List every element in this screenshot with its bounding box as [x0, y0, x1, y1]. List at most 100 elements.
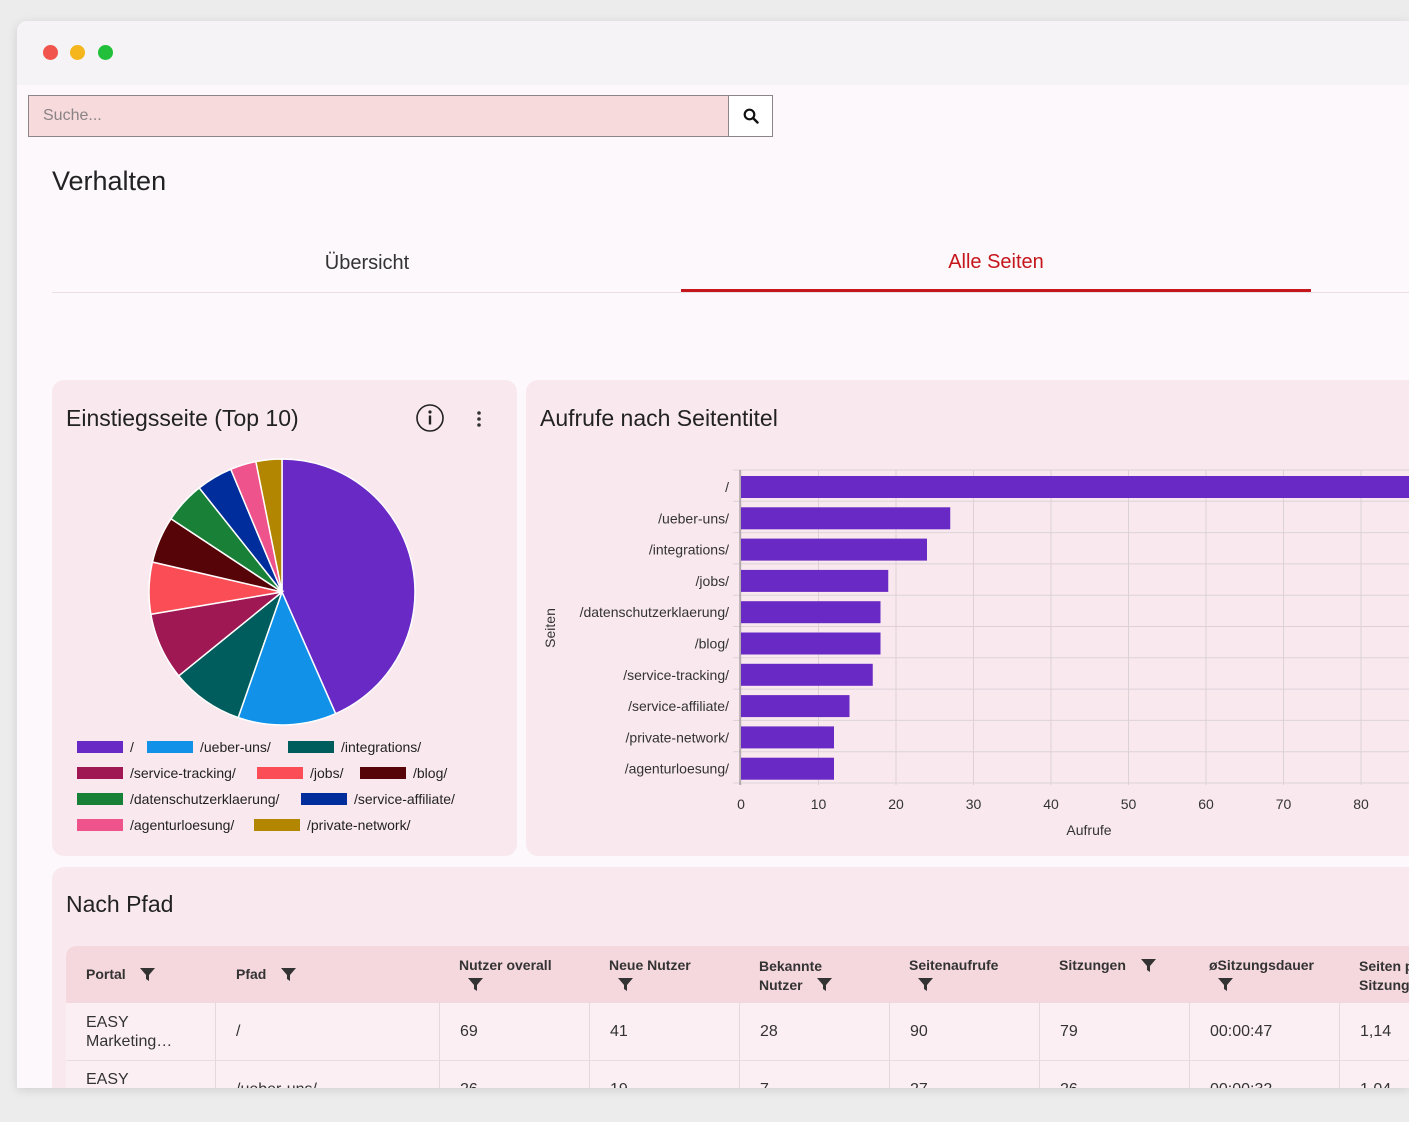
filter-icon[interactable]: [1141, 959, 1156, 972]
legend-label: /private-network/: [307, 817, 411, 833]
bar[interactable]: [741, 569, 889, 592]
pie-slice[interactable]: [281, 458, 416, 715]
table-row[interactable]: EASY Marketing… / 69 41 28 90 79 00:00:4…: [66, 1003, 1409, 1061]
cell-seiten-pro-sitzung: 1,14: [1360, 1022, 1392, 1040]
window-titlebar: [17, 21, 1409, 85]
cell-bekannte-nutzer: 28: [740, 1003, 890, 1060]
column-header-nutzer-overall[interactable]: Nutzer overall: [440, 946, 590, 1003]
bar[interactable]: [741, 507, 951, 530]
column-header-portal[interactable]: Portal: [66, 946, 216, 1003]
app-window: Verhalten Übersicht Alle Seiten Einstieg…: [17, 21, 1409, 1088]
filter-icon[interactable]: [618, 978, 633, 991]
legend-label: /agenturloesung/: [130, 817, 235, 833]
legend-item: /blog/: [360, 763, 447, 783]
legend-swatch: [77, 767, 123, 779]
legend-swatch: [257, 767, 303, 779]
category-label: /integrations/: [649, 542, 729, 558]
search-icon: [743, 108, 759, 124]
bar[interactable]: [741, 476, 1409, 498]
x-tick-label: 60: [1198, 796, 1214, 812]
category-label: /: [725, 479, 729, 495]
legend-label: /blog/: [413, 765, 448, 781]
column-header-neue-nutzer[interactable]: Neue Nutzer: [590, 946, 740, 1003]
cell-pfad: /: [216, 1003, 440, 1060]
maximize-window-button[interactable]: [98, 45, 113, 60]
cell-sitzungsdauer: 00:00:32: [1190, 1061, 1340, 1088]
column-label: Pfad: [236, 966, 267, 982]
x-tick-label: 80: [1353, 796, 1369, 812]
column-label: Seitenaufrufe: [909, 957, 999, 973]
column-header-sitzungen[interactable]: Sitzungen: [1040, 946, 1190, 1003]
legend-item: /datenschutzerklaerung/: [77, 789, 279, 809]
bar[interactable]: [741, 663, 873, 686]
cell-seitenaufrufe: 27: [890, 1061, 1040, 1088]
column-header-sitzungsdauer[interactable]: øSitzungsdauer: [1190, 946, 1340, 1003]
column-label: øSitzungsdauer: [1209, 957, 1315, 973]
legend-item: /private-network/: [254, 815, 410, 835]
legend-label: /service-tracking/: [130, 765, 236, 781]
legend-label: /: [130, 739, 134, 755]
filter-icon[interactable]: [918, 978, 933, 991]
cell-nutzer-overall: 26: [440, 1061, 590, 1088]
filter-icon[interactable]: [468, 978, 483, 991]
legend-item: /service-affiliate/: [301, 789, 455, 809]
minimize-window-button[interactable]: [70, 45, 85, 60]
filter-icon[interactable]: [140, 968, 155, 981]
legend-label: /service-affiliate/: [354, 791, 455, 807]
more-options-icon[interactable]: [470, 404, 488, 434]
search-bar: [28, 95, 774, 139]
table-row[interactable]: EASY /ueber-uns/ 26 19 7 27 26 00:00:32 …: [66, 1061, 1409, 1088]
legend-item: /integrations/: [288, 737, 421, 757]
category-label: /service-affiliate/: [628, 698, 729, 714]
pie-slice[interactable]: [237, 589, 337, 726]
page-title: Verhalten: [52, 166, 167, 196]
filter-icon[interactable]: [1218, 978, 1233, 991]
bar[interactable]: [741, 601, 881, 624]
close-window-button[interactable]: [43, 45, 58, 60]
y-axis-title: Seiten: [542, 608, 558, 648]
cell-sitzungen: 26: [1040, 1061, 1190, 1088]
legend-label: /datenschutzerklaerung/: [130, 791, 280, 807]
search-button[interactable]: [728, 95, 773, 137]
category-label: /blog/: [695, 636, 729, 652]
filter-icon[interactable]: [281, 968, 296, 981]
cell-neue-nutzer: 41: [590, 1003, 740, 1060]
x-tick-label: 10: [811, 796, 827, 812]
category-label: /agenturloesung/: [625, 761, 729, 777]
tab-alle-seiten[interactable]: Alle Seiten: [681, 236, 1311, 292]
x-axis-title: Aufrufe: [1066, 822, 1111, 838]
legend-swatch: [147, 741, 193, 753]
x-tick-label: 70: [1276, 796, 1292, 812]
legend-item: /service-tracking/: [77, 763, 236, 783]
entry-page-card: Einstiegsseite (Top 10) / /ueber-uns/ /i…: [52, 380, 517, 856]
category-label: /ueber-uns/: [658, 510, 729, 526]
x-tick-label: 30: [966, 796, 982, 812]
column-header-seitenaufrufe[interactable]: Seitenaufrufe: [890, 946, 1040, 1003]
legend-item: /: [77, 737, 134, 757]
pie-slice[interactable]: [255, 458, 283, 593]
column-label: Nutzer overall: [459, 957, 552, 973]
table-header: Portal Pfad Nutzer overall Neue Nutzer B…: [66, 946, 1409, 1003]
card-title: Aufrufe nach Seitentitel: [540, 405, 778, 431]
cell-bekannte-nutzer: 7: [740, 1061, 890, 1088]
cell-portal: EASY: [66, 1061, 216, 1088]
legend-item: /jobs/: [257, 763, 343, 783]
bar[interactable]: [741, 757, 834, 780]
filter-icon[interactable]: [817, 978, 832, 991]
bar[interactable]: [741, 538, 927, 561]
tab-uebersicht[interactable]: Übersicht: [324, 251, 410, 274]
bar[interactable]: [741, 726, 834, 749]
column-header-pfad[interactable]: Pfad: [216, 946, 440, 1003]
bar[interactable]: [741, 632, 881, 655]
column-header-seiten-pro-sitzung[interactable]: Seiten pro Sitzung: [1340, 946, 1409, 1003]
search-input[interactable]: [28, 95, 728, 137]
x-tick-label: 0: [737, 796, 745, 812]
cell-pfad[interactable]: /ueber-uns/: [216, 1061, 440, 1088]
column-label: Seiten pro Sitzung: [1359, 958, 1409, 993]
column-header-bekannte-nutzer[interactable]: Bekannte Nutzer: [740, 946, 890, 1003]
cell-nutzer-overall: 69: [440, 1003, 590, 1060]
bar[interactable]: [741, 695, 850, 718]
tab-bar: Übersicht Alle Seiten: [52, 236, 1409, 293]
info-icon[interactable]: [415, 403, 445, 433]
x-tick-label: 20: [888, 796, 904, 812]
